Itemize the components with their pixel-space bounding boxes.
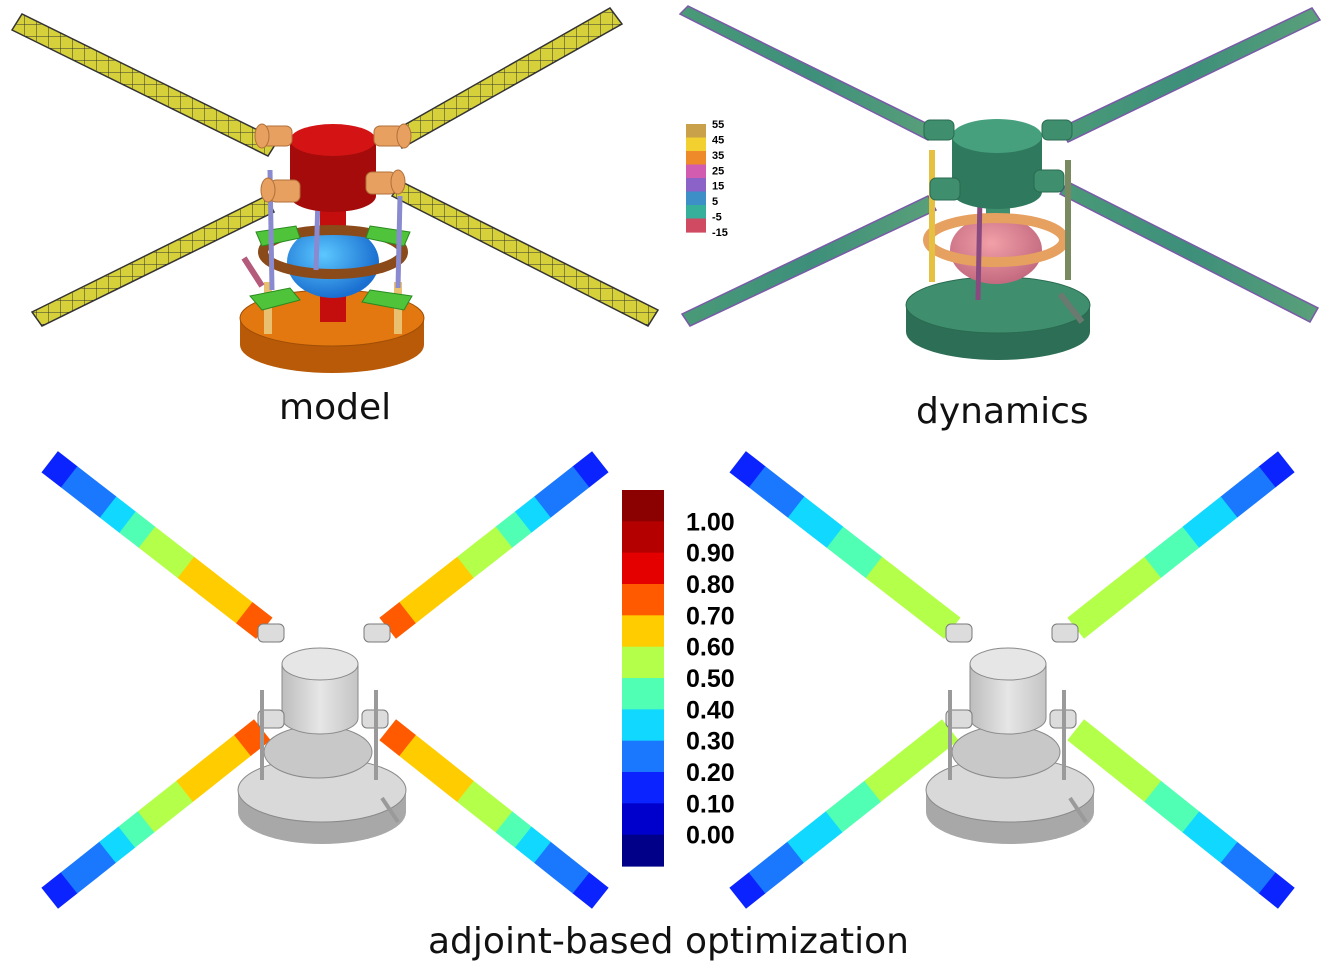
blade-contour-band (1067, 602, 1104, 639)
model-blade-se (390, 181, 660, 327)
dynamics-colorbar-swatch (686, 151, 706, 166)
optimization-colorbar-label: 1.00 (686, 508, 735, 536)
opt-right-blade-sw (729, 719, 959, 909)
optimization-colorbar-label: 0.00 (686, 822, 735, 850)
optimization-colorbar-swatch (622, 615, 664, 648)
dynamics-blade-se (1058, 181, 1320, 323)
opt-right-hub (925, 623, 1095, 844)
opt-left-blade-nw (41, 451, 273, 639)
optimization-colorbar-label: 0.10 (686, 790, 735, 818)
blade-contour-band (236, 602, 273, 639)
dynamics-colorbar-swatch (686, 164, 706, 179)
optimization-colorbar-swatch (622, 490, 664, 522)
optimization-colorbar-swatch (622, 740, 664, 773)
dynamics-colorbar-swatch (686, 218, 706, 233)
blade-contour-band (379, 719, 416, 757)
caption-model: model (279, 387, 392, 428)
blade-contour-band (379, 602, 416, 639)
optimization-colorbar-label: 0.30 (686, 728, 735, 756)
optimization-colorbar-label: 0.20 (686, 759, 735, 787)
dynamics-panel: 55 45 35 25 15 5 -5 -15 (678, 5, 1322, 360)
dynamics-colorbar-swatch (686, 124, 706, 139)
dynamics-colorbar-label: 55 (712, 119, 724, 131)
dynamics-colorbar-label: 35 (712, 150, 724, 162)
optimization-colorbar-swatch (622, 552, 664, 585)
model-hub (290, 124, 376, 212)
blade-contour-band (1067, 719, 1104, 756)
optimization-colorbar-swatch (622, 834, 664, 867)
dynamics-colorbar-swatch (686, 178, 706, 193)
optimization-left-panel (41, 451, 609, 909)
opt-left-blade-sw (41, 719, 271, 909)
caption-dynamics: dynamics (916, 391, 1089, 432)
optimization-colorbar-label: 0.40 (686, 696, 735, 724)
dynamics-colorbar-swatch (686, 205, 706, 220)
caption-optimization: adjoint-based optimization (428, 921, 909, 962)
opt-left-hub (237, 623, 407, 844)
optimization-colorbar-swatch (622, 772, 664, 804)
opt-right-blade-ne (1067, 451, 1295, 639)
model-blade-sw (30, 194, 276, 327)
dynamics-colorbar-label: 45 (712, 134, 724, 146)
optimization-right-panel (729, 451, 1295, 909)
optimization-colorbar-swatch (622, 521, 664, 554)
optimization-colorbar-swatch (622, 646, 664, 679)
optimization-colorbar-swatch (622, 709, 664, 742)
dynamics-colorbar-swatch (686, 137, 706, 152)
optimization-colorbar-swatch (622, 584, 664, 616)
opt-right-blade-nw (729, 451, 961, 639)
dynamics-colorbar: 55 45 35 25 15 5 -5 -15 (686, 119, 728, 239)
model-blade-ne (390, 7, 624, 150)
dynamics-colorbar-swatch (686, 191, 706, 206)
dynamics-blade-sw (680, 195, 938, 327)
dynamics-colorbar-label: 25 (712, 165, 724, 177)
optimization-colorbar-swatch (622, 803, 664, 836)
blade-contour-band (924, 602, 961, 639)
dynamics-blade-group (678, 5, 1322, 327)
optimization-colorbar-label: 0.60 (686, 634, 735, 662)
opt-left-blade-ne (379, 451, 609, 639)
optimization-colorbar-label: 0.50 (686, 665, 735, 693)
dynamics-blade-ne (1058, 7, 1322, 143)
opt-left-blade-se (379, 719, 609, 909)
dynamics-colorbar-label: -5 (712, 212, 722, 224)
optimization-colorbar-label: 0.80 (686, 571, 735, 599)
dynamics-colorbar-label: 15 (712, 181, 724, 193)
opt-right-blade-se (1067, 719, 1295, 909)
dynamics-colorbar-label: 5 (712, 196, 718, 208)
dynamics-colorbar-label: -15 (712, 227, 728, 239)
model-blade-group (10, 7, 660, 327)
optimization-colorbar-label: 0.90 (686, 540, 735, 568)
optimization-colorbar-swatch (622, 678, 664, 710)
optimization-colorbar: 1.00 0.90 0.80 0.70 0.60 0.50 0.40 0.30 0.20 0.10… (622, 490, 735, 867)
optimization-colorbar-label: 0.70 (686, 602, 735, 630)
model-blade-nw (10, 13, 280, 157)
model-panel (10, 7, 660, 373)
